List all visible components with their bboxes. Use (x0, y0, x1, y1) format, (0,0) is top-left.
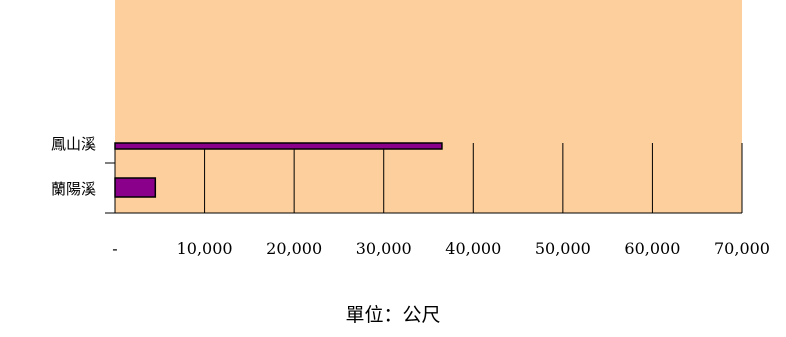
x-tick-labels: - 10,000 20,000 30,000 40,000 50,000 60,000 70,… (112, 239, 770, 258)
gridlines (204, 143, 743, 213)
bars (114, 142, 443, 198)
x-tick-label: 30,000 (356, 239, 412, 258)
x-tick-label: - (112, 239, 117, 258)
plot-area (115, 0, 742, 213)
bar-1 (114, 142, 443, 150)
x-tick-label: 20,000 (266, 239, 322, 258)
x-tick-label: 50,000 (535, 239, 591, 258)
unit-label: 單位：公尺 (345, 304, 441, 326)
x-tick-label: 10,000 (177, 239, 233, 258)
x-tick-label: 60,000 (624, 239, 680, 258)
bar-2 (114, 177, 157, 198)
category-label: 蘭陽溪 (51, 180, 96, 198)
x-tick-label: 40,000 (445, 239, 501, 258)
x-tick-label: 70,000 (714, 239, 770, 258)
category-label: 鳳山溪 (51, 135, 96, 153)
